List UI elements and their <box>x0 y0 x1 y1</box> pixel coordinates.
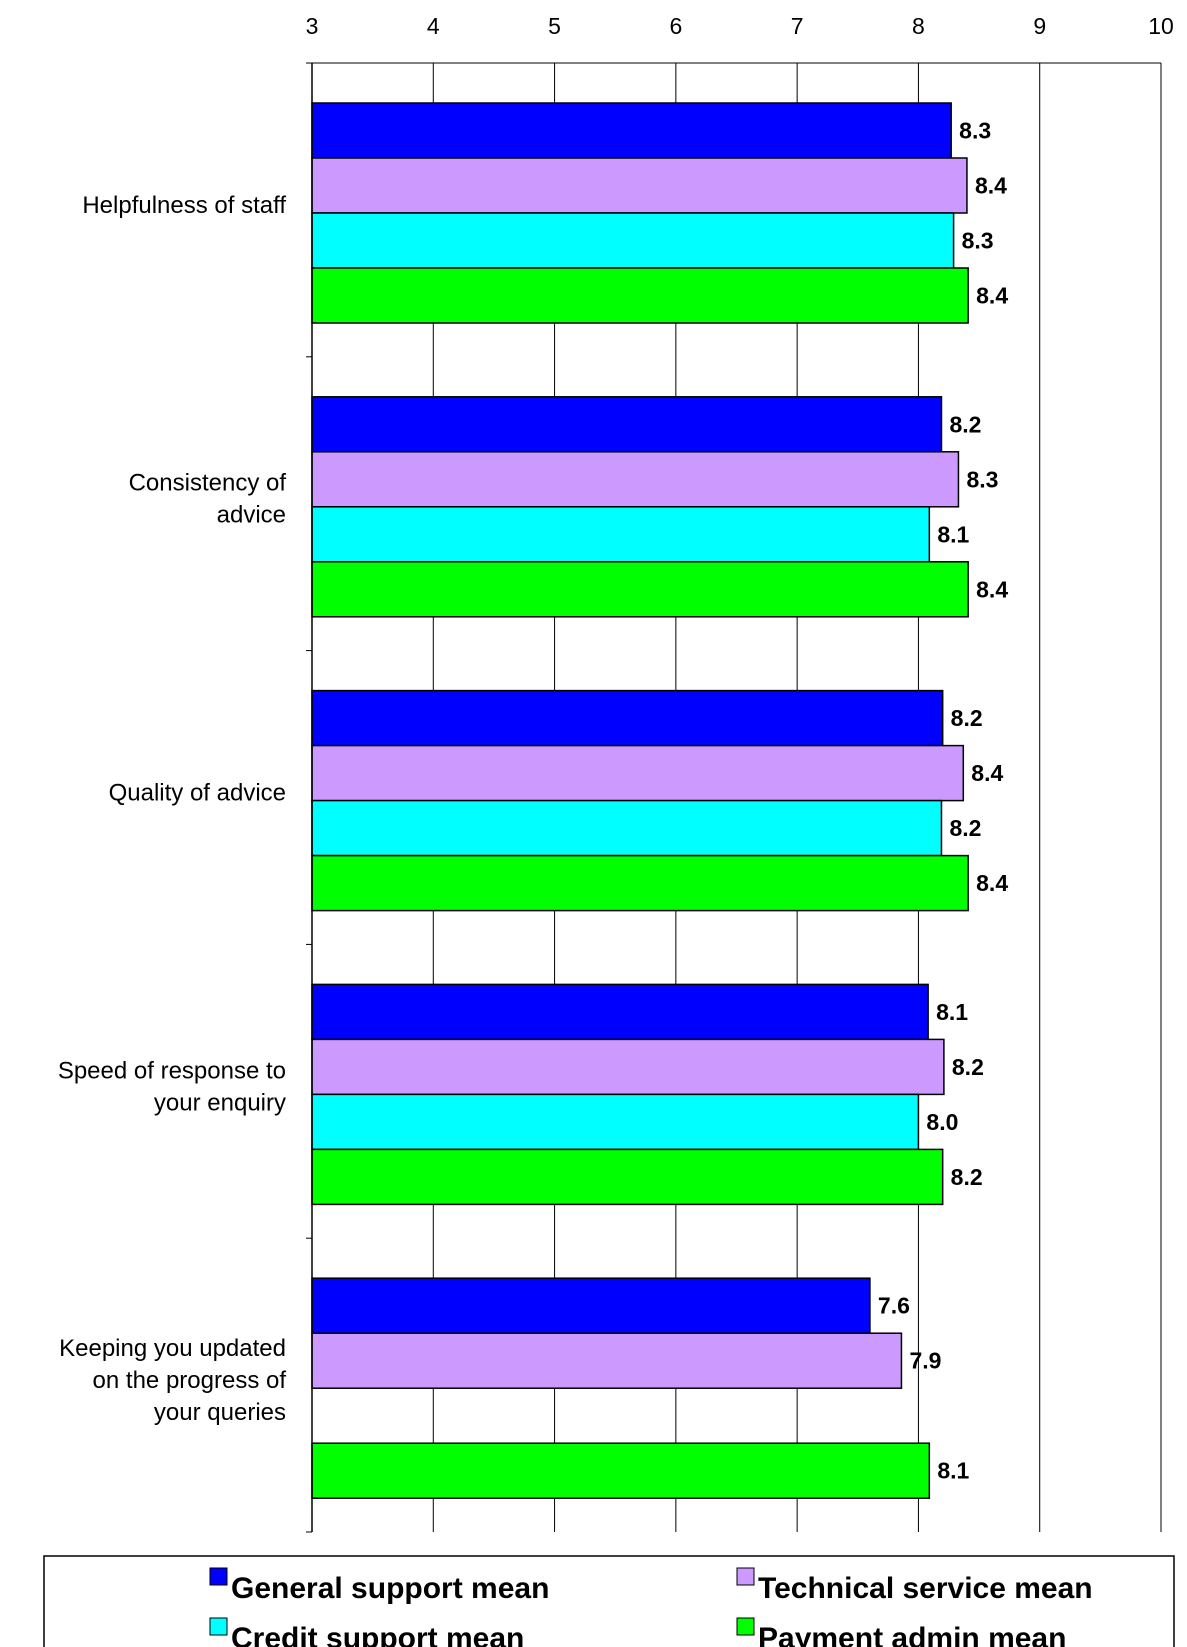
category-label: on the progress of <box>93 1367 287 1394</box>
bar <box>311 396 943 453</box>
value-label: 8.1 <box>937 1458 969 1484</box>
bar <box>311 157 968 214</box>
legend-swatch <box>209 1617 228 1636</box>
value-label: 8.2 <box>951 1164 983 1190</box>
category-label: Speed of response to <box>58 1057 286 1084</box>
value-label: 8.4 <box>976 283 1008 309</box>
category-label: your enquiry <box>154 1089 286 1116</box>
legend-label: Credit support mean <box>231 1622 524 1647</box>
x-tick-label-9: 9 <box>1033 13 1046 39</box>
category-label: Consistency of <box>129 470 287 497</box>
value-label: 8.3 <box>959 118 991 144</box>
bar <box>311 102 952 159</box>
legend-box <box>43 1555 1175 1647</box>
value-label: 8.2 <box>952 1054 984 1080</box>
bar <box>311 983 929 1041</box>
legend: General support mean Technical service me… <box>43 1555 1175 1647</box>
legend-label: Payment admin mean <box>758 1622 1066 1647</box>
value-labels: 8.3 8.4 8.3 8.4 8.2 8.3 8.1 8.4 8.2 8.4 8.2 8.4 8.1 8… <box>878 118 1008 1484</box>
category-axis: Helpfulness of staff Consistency of advice… <box>58 62 313 1533</box>
bar <box>311 451 960 508</box>
x-tick-label-3: 3 <box>306 13 319 39</box>
bar <box>311 1277 871 1334</box>
value-label: 8.2 <box>949 411 981 437</box>
bar <box>311 1038 945 1096</box>
bar <box>311 1332 903 1389</box>
legend-label: General support mean <box>231 1572 549 1605</box>
value-label: 8.2 <box>949 815 981 841</box>
bar <box>311 506 931 563</box>
value-label: 8.1 <box>937 521 969 547</box>
bars <box>311 102 969 1499</box>
bar <box>311 1093 920 1151</box>
legend-swatch <box>736 1617 755 1636</box>
value-label: 8.4 <box>976 576 1008 602</box>
bar <box>311 561 969 618</box>
value-label: 8.3 <box>962 228 994 254</box>
category-label: advice <box>217 502 286 529</box>
category-label: Quality of advice <box>109 780 286 807</box>
value-label: 7.6 <box>878 1293 910 1319</box>
bar <box>311 267 969 324</box>
x-tick-label-7: 7 <box>791 13 804 39</box>
category-label: Helpfulness of staff <box>82 192 286 219</box>
x-tick-label-4: 4 <box>427 13 440 39</box>
value-label: 8.4 <box>975 173 1007 199</box>
legend-label: Technical service mean <box>758 1572 1093 1605</box>
x-tick-label-6: 6 <box>669 13 682 39</box>
value-label: 8.3 <box>966 466 998 492</box>
category-label: your queries <box>154 1399 286 1426</box>
value-label: 8.0 <box>926 1109 958 1135</box>
legend-swatch <box>209 1567 228 1586</box>
value-label: 8.2 <box>951 705 983 731</box>
x-tick-label-8: 8 <box>912 13 925 39</box>
bar <box>311 212 955 269</box>
bar <box>311 1148 944 1206</box>
value-label: 8.4 <box>976 870 1008 896</box>
value-label: 7.9 <box>909 1348 941 1374</box>
x-tick-label-10: 10 <box>1148 13 1174 39</box>
category-label: Keeping you updated <box>59 1335 286 1362</box>
bar <box>311 799 943 857</box>
bar <box>311 1442 931 1499</box>
bar <box>311 854 969 912</box>
value-label: 8.1 <box>936 999 968 1025</box>
x-axis: 3 4 5 6 7 8 9 10 <box>306 13 1174 64</box>
legend-swatch <box>736 1567 755 1586</box>
value-label: 8.4 <box>971 760 1003 786</box>
bar <box>311 744 965 802</box>
bar <box>311 689 944 747</box>
x-tick-label-5: 5 <box>548 13 561 39</box>
